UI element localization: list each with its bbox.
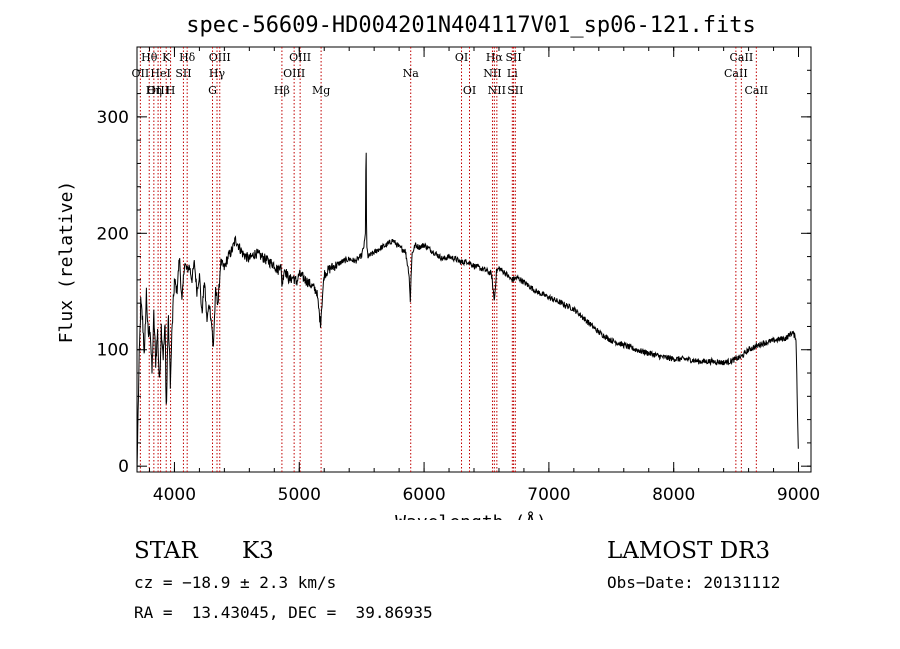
y-axis-label: Flux (relative) (56, 181, 77, 344)
spectral-line-label: NII (483, 67, 501, 80)
spectral-line-label: CaII (724, 67, 748, 80)
coordinates: RA = 13.43045, DEC = 39.86935 (134, 603, 433, 622)
spectral-line-label: Na (403, 67, 420, 80)
x-tick-label: 8000 (652, 485, 695, 505)
spectral-line-label: Hβ (274, 84, 290, 97)
y-tick-label: 0 (118, 457, 129, 477)
spectral-line-label: Hγ (209, 67, 226, 80)
flux-series (136, 152, 799, 473)
spectral-line-label: CaII (730, 51, 754, 64)
spectral-line-label: SII (175, 67, 191, 80)
spectral-line-label: H (166, 84, 176, 97)
spectral-line-label: Hθ (141, 51, 158, 64)
plot-frame (136, 46, 812, 473)
spectral-line-label: OIII (209, 51, 231, 64)
x-tick-label: 7000 (527, 485, 570, 505)
spectral-line-label: CaII (744, 84, 768, 97)
spectral-line-label: Hα (486, 51, 504, 64)
x-tick-label: 9000 (777, 485, 820, 505)
spectral-line-label: NII (488, 84, 506, 97)
spectral-line-label: K (162, 51, 171, 64)
x-axis-label: Wavelength (Å) (395, 511, 547, 520)
y-tick-label: 200 (97, 224, 129, 244)
spectral-line-label: OI (455, 51, 468, 64)
x-tick-label: 4000 (153, 485, 196, 505)
spectral-line-label: OIII (147, 84, 169, 97)
spectral-line-label: OII (132, 67, 150, 80)
y-tick-label: 300 (97, 108, 129, 128)
obs-date: Obs−Date: 20131112 (607, 573, 781, 592)
spectral-line-label: HeI (150, 67, 170, 80)
spectral-line-label: Mg (312, 84, 330, 97)
spectral-line-label: OI (463, 84, 476, 97)
spectral-line-label: SII (507, 84, 523, 97)
redshift-value: cz = −18.9 ± 2.3 km/s (134, 573, 337, 592)
spectral-line-markers: Hθ OII OIII K HeI Hη H Hδ SII OIII Hγ G Hβ OIII OIII Mg… (132, 47, 768, 472)
spectral-line-label: OIII (283, 67, 305, 80)
spectral-line-label: Li (507, 67, 518, 80)
spectral-line-label: OIII (289, 51, 311, 64)
flux-line (136, 152, 799, 473)
spectral-line-label: Hδ (179, 51, 196, 64)
object-type: STAR (134, 538, 198, 564)
spectral-line-label: G (208, 84, 217, 97)
axis-ticks: 4000 5000 6000 7000 8000 9000 0 100 200 300 (97, 46, 820, 505)
spectrum-chart: spec-56609-HD004201N404117V01_sp06-121.f… (56, 13, 820, 520)
chart-title: spec-56609-HD004201N404117V01_sp06-121.f… (186, 13, 756, 38)
y-tick-label: 100 (97, 341, 129, 361)
spectral-line-label: Hη (146, 84, 162, 97)
survey-name: LAMOST DR3 (607, 538, 771, 564)
x-tick-label: 6000 (402, 485, 445, 505)
x-tick-label: 5000 (278, 485, 321, 505)
spectral-line-label: SII (505, 51, 521, 64)
spectral-subclass: K3 (242, 538, 274, 564)
